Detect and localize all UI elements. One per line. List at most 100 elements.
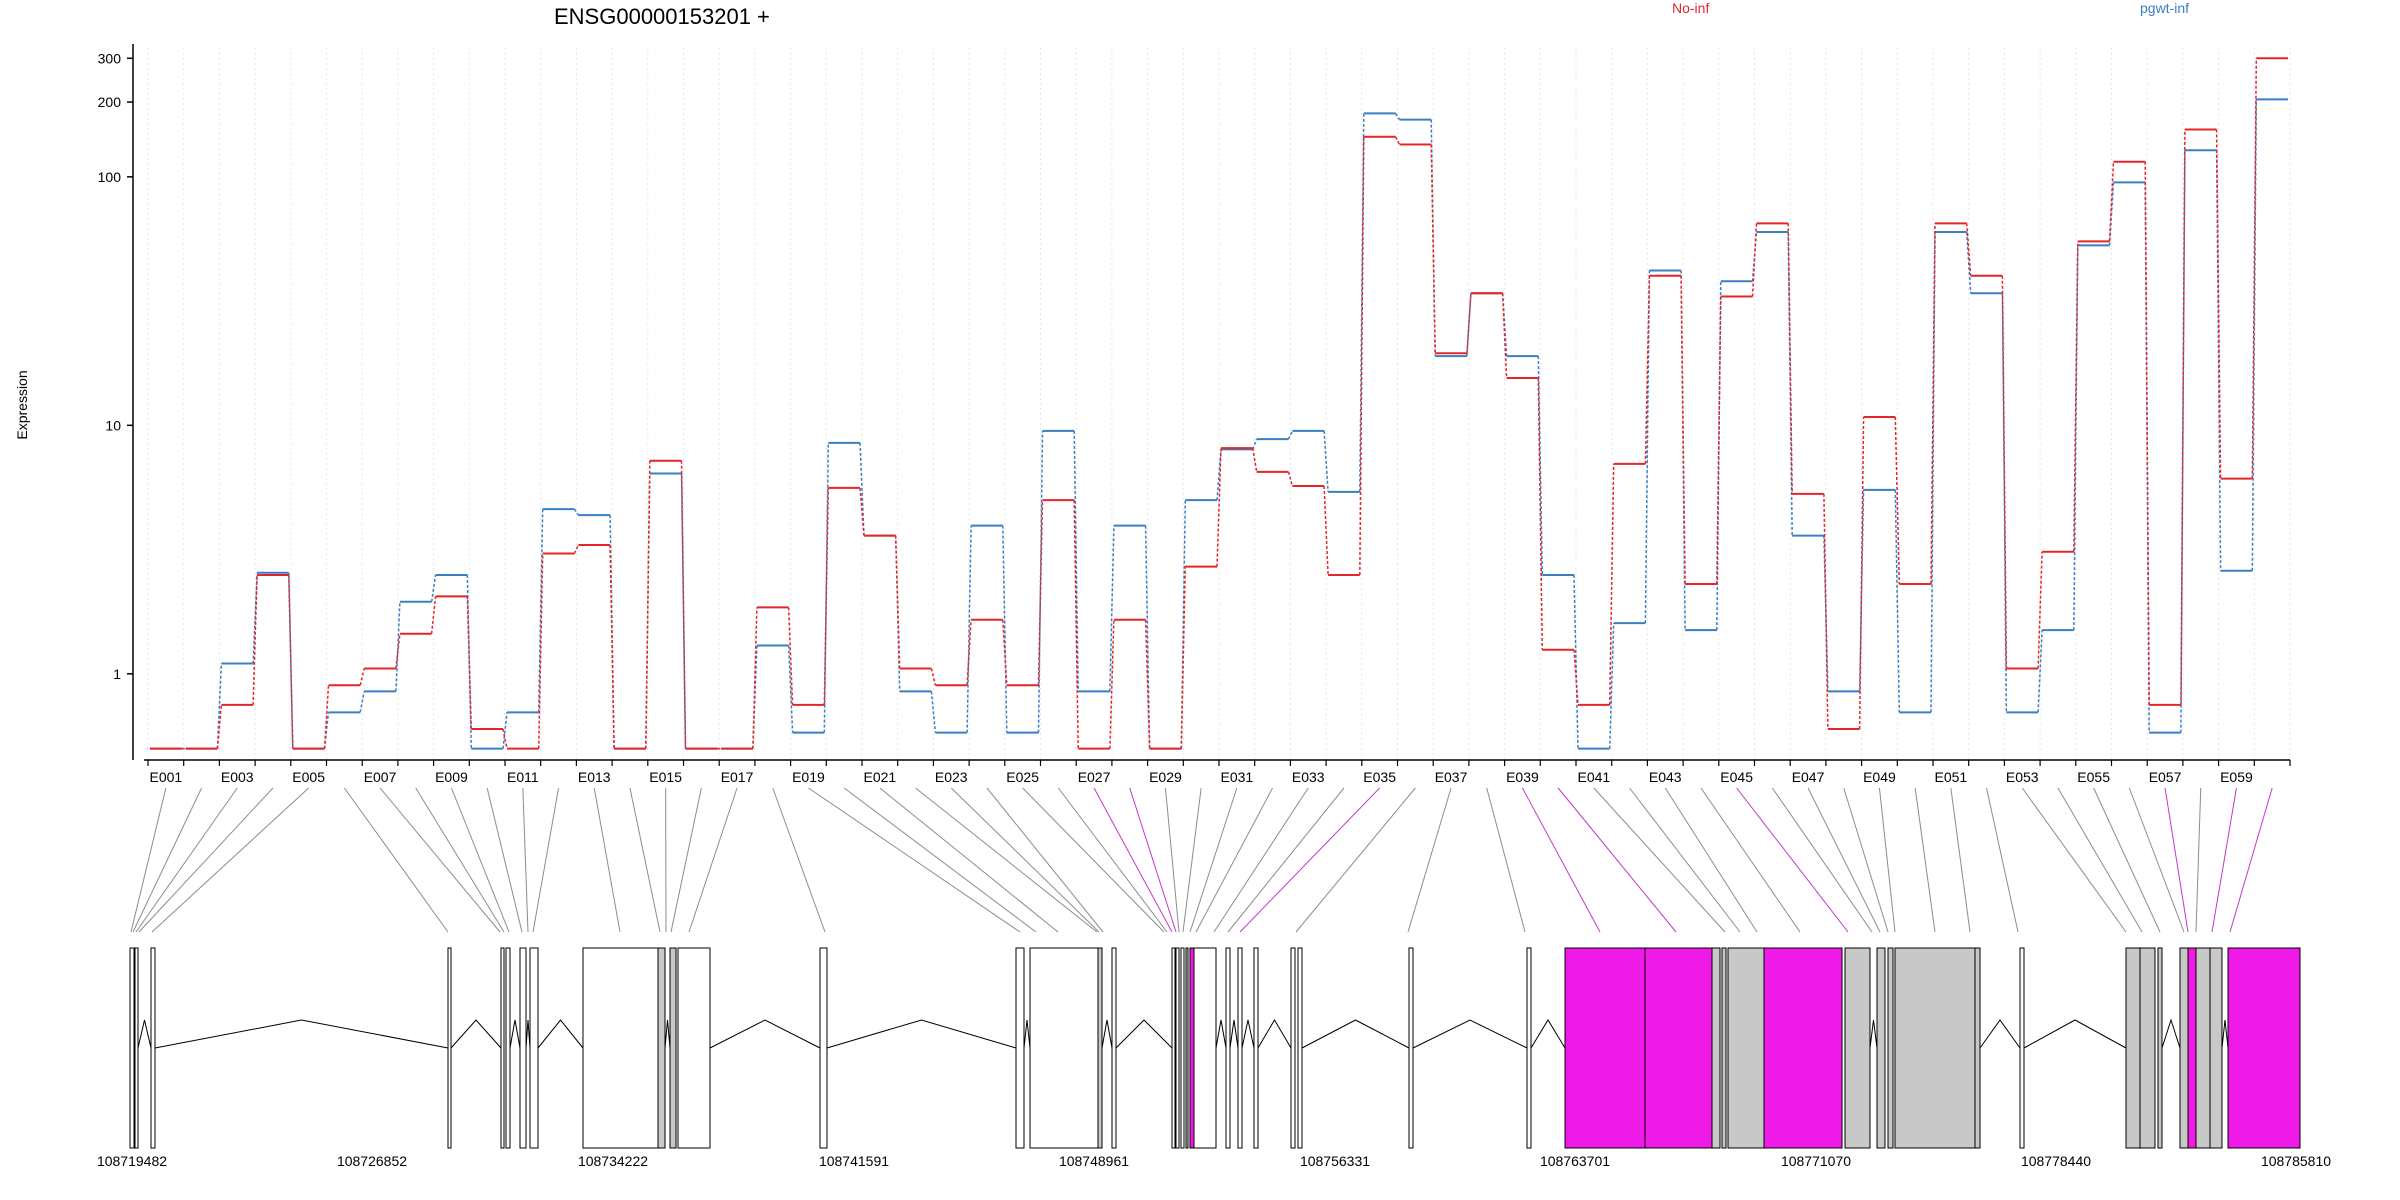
exon-connector [1195, 787, 1273, 933]
coordinate-tick-label: 108748961 [1059, 1153, 1129, 1169]
x-tick-label: E017 [721, 769, 754, 785]
series-connector [1537, 356, 1544, 575]
series-connector [1251, 447, 1258, 472]
series-connector [2215, 129, 2222, 479]
coordinate-tick-label: 108734222 [578, 1153, 648, 1169]
exon-connector [2229, 787, 2273, 933]
exon-block [1763, 947, 1843, 1149]
exon-connector [1629, 787, 1741, 933]
coordinate-tick-label: 108726852 [337, 1153, 407, 1169]
x-tick-label: E015 [649, 769, 682, 785]
series-connector [1644, 275, 1651, 464]
legend-no-inf: No-inf [1672, 0, 1709, 16]
exon-block [2125, 947, 2141, 1149]
series-connector [1359, 113, 1365, 492]
exon-connector [130, 787, 167, 933]
series-connector [1037, 500, 1044, 686]
x-tick-label: E013 [578, 769, 611, 785]
series-connector [645, 460, 651, 749]
y-tick-label: 300 [98, 50, 122, 66]
series-lines [150, 57, 2288, 750]
series-connector [1323, 430, 1329, 492]
exon-connector [1664, 787, 1758, 933]
x-tick-label: E057 [2149, 769, 2182, 785]
exon-connector [2093, 787, 2161, 933]
exon-connector [629, 787, 661, 933]
x-tick-label: E049 [1863, 769, 1896, 785]
exon-block [1180, 947, 1185, 1149]
x-axis: E001 E003 E005 E007 E009 E011 E013 E015 E017 E019… [144, 759, 2291, 785]
exon-block [519, 947, 527, 1149]
intron-line [1241, 1019, 1255, 1049]
series-connector [323, 685, 330, 749]
exon-block [1175, 947, 1180, 1149]
x-tick-label: E011 [507, 769, 539, 785]
series-connector [1751, 223, 1758, 297]
exon-connector [1771, 787, 1873, 933]
series-connector [537, 509, 544, 713]
exon-connector-lines [130, 787, 2273, 933]
exon-block [1015, 947, 1025, 1149]
series-connector [430, 574, 437, 602]
intron-line [450, 1019, 502, 1049]
exon-block [1408, 947, 1414, 1149]
exon-connector [2021, 787, 2127, 933]
series-connector [466, 596, 473, 729]
series-connector [1680, 275, 1686, 584]
gene-model-track [129, 947, 2301, 1149]
exon-connector [1593, 787, 1726, 933]
series-connector [1073, 500, 1079, 749]
series-connector [823, 487, 830, 705]
intron-line [509, 1019, 521, 1049]
intron-line [1215, 1019, 1227, 1049]
intron-line [537, 1019, 584, 1049]
exon-block [529, 947, 539, 1149]
series-connector [395, 633, 401, 669]
intron-line [137, 1019, 152, 1049]
exon-block [2179, 947, 2189, 1149]
exon-connector [1407, 787, 1452, 933]
intron-line [1979, 1019, 2021, 1049]
exon-block [129, 947, 135, 1149]
intron-line [1229, 1019, 1239, 1049]
exon-block [1193, 947, 1217, 1149]
x-tick-label: E021 [863, 769, 896, 785]
coordinate-tick-label: 108771070 [1781, 1153, 1851, 1169]
series-connector [288, 574, 294, 749]
exon-block [669, 947, 677, 1149]
series-connector [894, 535, 901, 669]
legend-pgwt-inf: pgwt-inf [2140, 0, 2189, 16]
intron-line [525, 1019, 531, 1049]
exon-connector [450, 787, 510, 933]
intron-line [1257, 1019, 1292, 1049]
intron-line [664, 1019, 671, 1049]
series-connector [2180, 129, 2186, 705]
x-tick-label: E047 [1792, 769, 1825, 785]
series-connector [859, 487, 865, 536]
x-tick-label: E029 [1149, 769, 1182, 785]
exon-connector [1557, 787, 1677, 933]
genomic-coordinate-axis: 108719482 108726852 108734222 108741591 1087… [97, 1153, 2331, 1169]
exon-connector [915, 787, 1098, 933]
x-tick-label: E027 [1078, 769, 1111, 785]
exon-connector [132, 787, 203, 933]
series-connector [537, 553, 544, 749]
intron-line [826, 1019, 1017, 1049]
exon-block [2195, 947, 2211, 1149]
exon-block [1844, 947, 1871, 1149]
series-connector [1716, 296, 1722, 584]
exon-connector [879, 787, 1059, 933]
series-connector [1787, 223, 1793, 494]
exon-block [1894, 947, 1976, 1149]
exon-block [1727, 947, 1765, 1149]
series-connector [787, 645, 794, 733]
exon-block [2019, 947, 2025, 1149]
series-connector [823, 442, 830, 733]
series-connector [2037, 551, 2043, 669]
exon-connector [1057, 787, 1168, 933]
exon-block [1185, 947, 1189, 1149]
exon-connector [1093, 787, 1173, 933]
y-axis: 1 10 100 200 300 [98, 44, 134, 760]
exon-connector [843, 787, 1037, 933]
x-tick-label: E059 [2220, 769, 2253, 785]
